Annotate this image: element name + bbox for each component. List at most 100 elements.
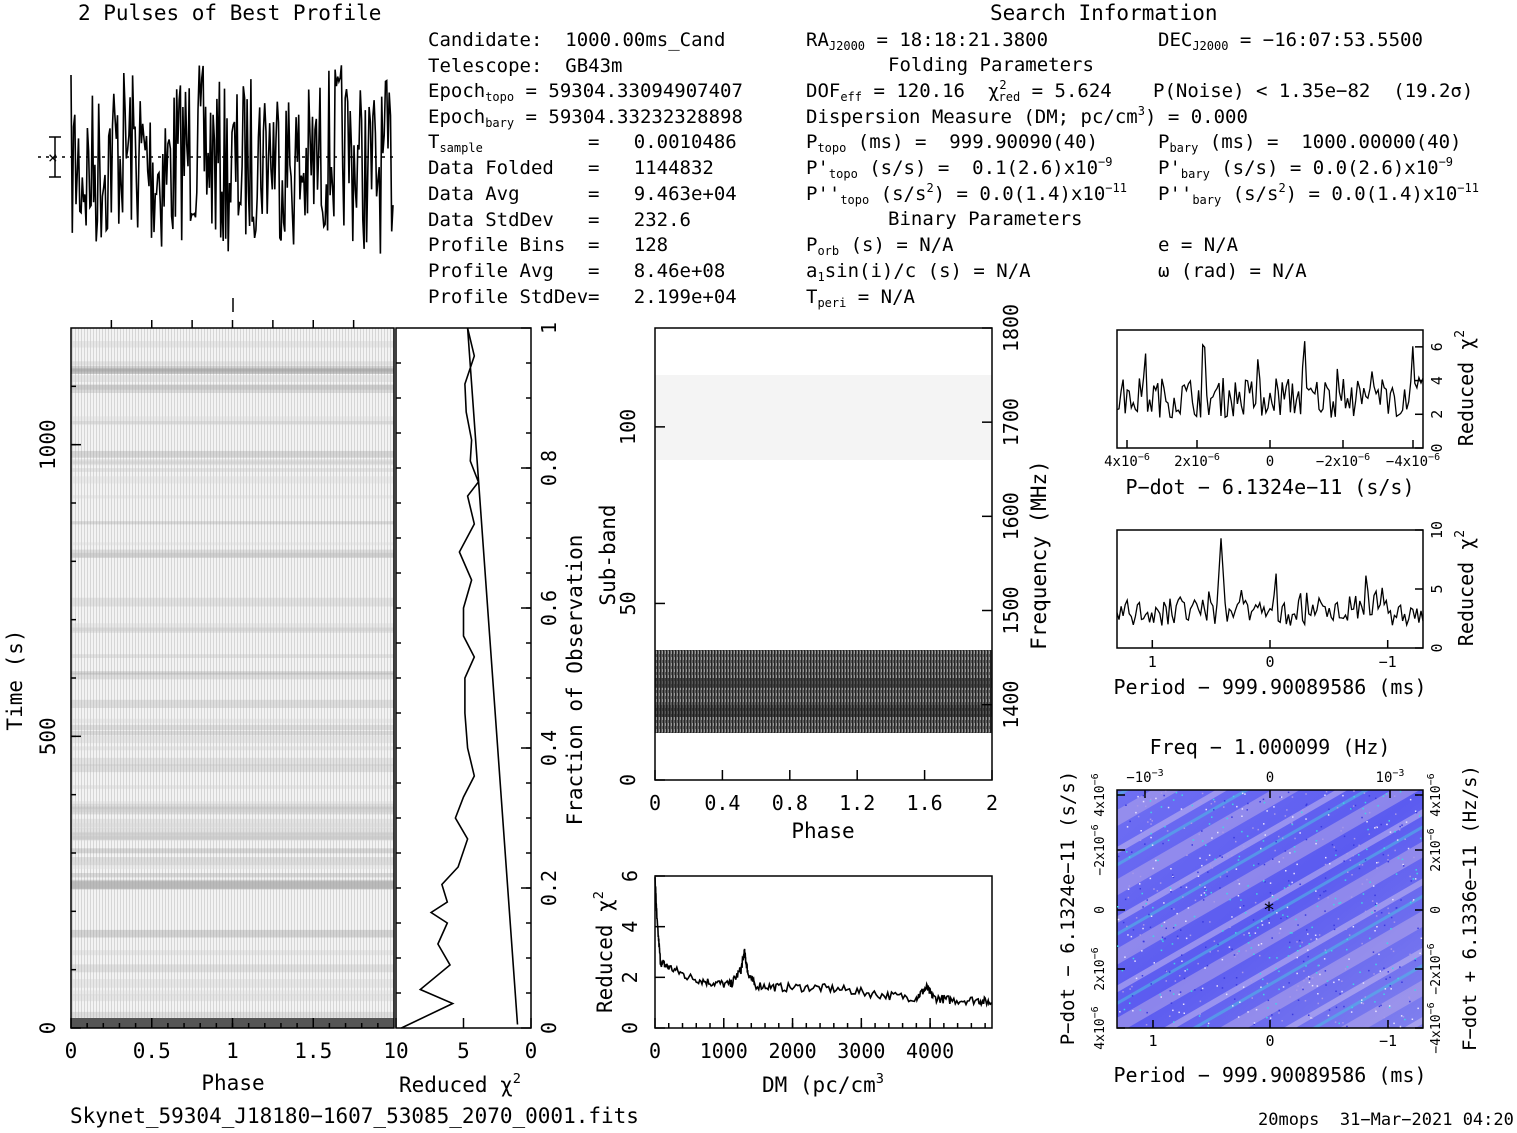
period-pdot-speckle — [1293, 872, 1295, 875]
period-pdot-speckle — [1275, 840, 1277, 843]
period-pdot-speckle — [1382, 795, 1385, 797]
period-pdot-speckle — [1182, 1003, 1185, 1005]
period-pdot-speckle — [1237, 1016, 1240, 1018]
period-pdot-speckle — [1131, 851, 1133, 853]
period-pdot-speckle — [1186, 968, 1189, 971]
time-phase-band — [71, 803, 394, 810]
period-pdot-speckle — [1402, 1016, 1405, 1018]
period-pdot-speckle — [1202, 899, 1205, 901]
period-pdot-speckle — [1124, 956, 1126, 958]
dm-chi2-axes: 0 1000 2000 3000 4000 0 2 4 6 DM (pc/cm3 Reduced χ… — [591, 870, 986, 1097]
period-pdot-speckle — [1234, 918, 1236, 920]
time-phase-band — [71, 671, 394, 675]
period-pdot-speckle — [1324, 890, 1327, 892]
period-pdot-speckle — [1201, 792, 1204, 795]
period-pdot-speckle — [1247, 942, 1250, 944]
period-pdot-speckle — [1262, 798, 1265, 801]
period-pdot-speckle — [1169, 887, 1172, 889]
period-pdot-speckle — [1289, 941, 1291, 944]
period-pdot-speckle — [1205, 808, 1207, 811]
period-pdot-speckle — [1139, 839, 1142, 841]
subband-x-tick-label: 1.2 — [839, 791, 875, 815]
period-pdot-speckle — [1183, 977, 1186, 980]
porb-line: Porb (s) = N/A — [806, 234, 954, 258]
time-phase-x-label: Phase — [201, 1071, 264, 1095]
period-pdot-speckle — [1264, 834, 1266, 836]
time-phase-band — [71, 808, 394, 813]
period-pdot-speckle — [1383, 1016, 1386, 1019]
period-pdot-speckle — [1346, 938, 1348, 940]
period-pdot-speckle — [1163, 794, 1165, 797]
period-pdot-speckle — [1208, 823, 1211, 825]
period-pdot-speckle — [1339, 993, 1341, 995]
period-pdot-speckle — [1164, 825, 1166, 828]
period-pdot-speckle — [1165, 980, 1167, 982]
period-x-tick-label: 1 — [1148, 653, 1157, 671]
ra-line: RAJ2000 = 18:18:21.3800 — [806, 29, 1049, 53]
period-pdot-speckle — [1267, 999, 1270, 1002]
period-pdot-speckle — [1139, 934, 1141, 936]
info-row-label: Profile Avg — [428, 260, 554, 283]
period-pdot-speckle — [1166, 830, 1169, 832]
period-pdot-speckle — [1232, 803, 1234, 806]
period-pdot-speckle — [1364, 812, 1367, 815]
period-pdot-speckle — [1252, 827, 1254, 829]
period-pdot-speckle — [1307, 975, 1310, 978]
period-pdot-speckle — [1288, 982, 1290, 984]
period-pdot-x2-tick-label: 0 — [1266, 770, 1274, 786]
pnoise-line: P(Noise) < 1.35e−82 (19.2σ) — [1153, 80, 1474, 102]
time-phase-band — [71, 367, 394, 372]
time-phase-band — [71, 654, 394, 658]
subband-y-tick-label: 100 — [616, 409, 640, 445]
profile-title: 2 Pulses of Best Profile — [78, 1, 382, 25]
period-pdot-speckle — [1361, 942, 1363, 945]
period-pdot-speckle — [1244, 912, 1247, 914]
period-pdot-speckle — [1140, 830, 1142, 832]
period-pdot-speckle — [1170, 908, 1173, 910]
period-pdot-speckle — [1243, 934, 1245, 936]
chi2-fraction-plot: 10 5 0 0 0.2 0.4 0.6 0.8 1 Reduced χ2 Fraction of … — [383, 322, 587, 1097]
period-pdot-speckle — [1172, 927, 1175, 929]
period-pdot-speckle — [1235, 932, 1237, 934]
period-pdot-speckle — [1255, 1008, 1258, 1011]
period-pdot-speckle — [1205, 859, 1208, 861]
period-pdot-speckle — [1243, 845, 1245, 848]
pdot-y-tick-label: 4 — [1428, 376, 1446, 385]
period-pdot-speckle — [1237, 859, 1240, 861]
subband-phase-plot: 0 0.4 0.8 1.2 1.6 2 0 50 100 1400 1500 1600 1700 1800… — [596, 304, 1051, 843]
period-pdot-speckle — [1328, 808, 1330, 811]
period-pdot-speckle — [1301, 811, 1303, 814]
period-pdot-speckle — [1233, 954, 1236, 956]
time-phase-band — [71, 366, 394, 374]
period-pdot-speckle — [1358, 844, 1360, 847]
period-pdot-y2-tick-label: 0 — [1429, 906, 1444, 914]
period-pdot-speckle — [1295, 918, 1297, 921]
period-pdot-speckle — [1367, 828, 1369, 831]
period-pdot-speckle — [1354, 804, 1357, 807]
period-pdot-speckle — [1249, 934, 1251, 937]
period-pdot-speckle — [1147, 821, 1149, 823]
profile-series-line — [70, 65, 394, 254]
pdot-x-tick-label: 4x10−6 — [1104, 452, 1150, 470]
period-pdot-x-label: Period − 999.90089586 (ms) — [1113, 1063, 1426, 1087]
period-pdot-speckle — [1263, 823, 1265, 825]
period-pdot-speckle — [1374, 903, 1377, 905]
period-pdot-speckle — [1348, 934, 1351, 936]
period-pdot-speckle — [1210, 891, 1212, 894]
period-pdot-speckle — [1327, 814, 1330, 816]
pbary-line: Pbary (ms) = 1000.00000(40) — [1158, 131, 1462, 155]
period-pdot-speckle — [1315, 938, 1318, 940]
period-pdot-speckle — [1150, 798, 1152, 801]
chi2-fraction-y-tick-label: 0.4 — [537, 730, 561, 766]
period-pdot-speckle — [1359, 971, 1361, 973]
period-pdot-speckle — [1325, 791, 1328, 793]
info-row-value: = 1144832 — [588, 157, 714, 179]
period-pdot-speckle — [1257, 944, 1260, 946]
period-pdot-speckle — [1161, 925, 1163, 927]
period-pdot-speckle — [1401, 824, 1403, 826]
period-pdot-speckle — [1207, 1025, 1209, 1027]
period-pdot-speckle — [1232, 1005, 1234, 1007]
period-pdot-speckle — [1376, 926, 1378, 928]
period-pdot-speckle — [1307, 933, 1309, 935]
chi2-fraction-y-tick-label: 0 — [537, 1022, 561, 1034]
